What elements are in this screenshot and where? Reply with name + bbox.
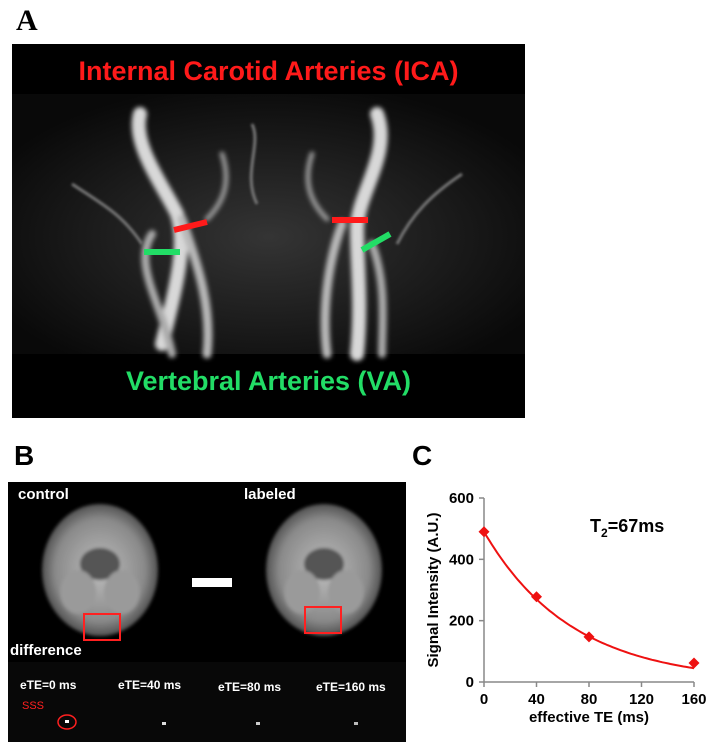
sss-label: SSS [22,700,45,712]
data-point [583,631,595,643]
panel-b-letter: B [14,440,35,471]
ete-label-80: eTE=80 ms [218,680,282,694]
control-brain-image [42,504,158,636]
y-tick-label: 200 [449,613,474,630]
roi-box-labeled [304,606,342,634]
y-tick-label: 400 [449,551,474,568]
mra-angiogram-image [12,94,525,361]
control-label: control [18,486,69,503]
data-point [531,591,542,603]
t2-decay-chart: 0 200 400 600 0 40 80 120 160 effective TE (ms) Si… [406,470,720,751]
ete-label-0: eTE=0 ms [20,678,77,692]
t2-annotation: T2=67ms [590,516,664,540]
y-tick-label: 600 [449,490,474,507]
panel-c-letter: C [412,440,433,471]
sss-dot-0 [65,720,69,723]
minus-sign [192,578,232,587]
x-tick-label: 120 [629,691,654,708]
x-axis-title: effective TE (ms) [529,709,649,726]
sss-dot-80 [256,722,260,725]
mra-image-panel: Internal Carotid Arteries (ICA) Vertebra… [12,44,525,418]
y-axis-title: Signal Intensity (A.U.) [425,512,442,667]
data-point [688,657,700,669]
data-point [478,526,490,538]
brain-images [8,504,406,742]
x-tick-label: 160 [681,691,706,708]
x-tick-label: 80 [581,691,598,708]
x-tick-label: 40 [528,691,545,708]
panel-a-letter: A [16,4,38,37]
sss-dot-160 [354,722,358,725]
x-tick-label: 0 [480,691,488,708]
labeled-brain-image [266,504,382,636]
roi-box-control [83,613,121,641]
ica-title: Internal Carotid Arteries (ICA) [78,56,459,86]
labeled-label: labeled [244,486,296,503]
sss-circle [57,714,77,730]
difference-label: difference [10,642,82,659]
va-title: Vertebral Arteries (VA) [125,366,412,396]
ete-label-40: eTE=40 ms [118,678,182,692]
ica-marker-left [173,219,208,233]
va-marker-right [360,231,392,253]
fit-curve [483,531,695,670]
ete-label-160: eTE=160 ms [316,680,386,694]
chart-svg: 0 200 400 600 0 40 80 120 160 effective TE (ms) Si… [425,490,707,726]
y-tick-label: 0 [466,674,474,691]
mri-panel: control labeled difference eTE=0 ms eTE=… [8,482,406,742]
sss-dot-40 [162,722,166,725]
